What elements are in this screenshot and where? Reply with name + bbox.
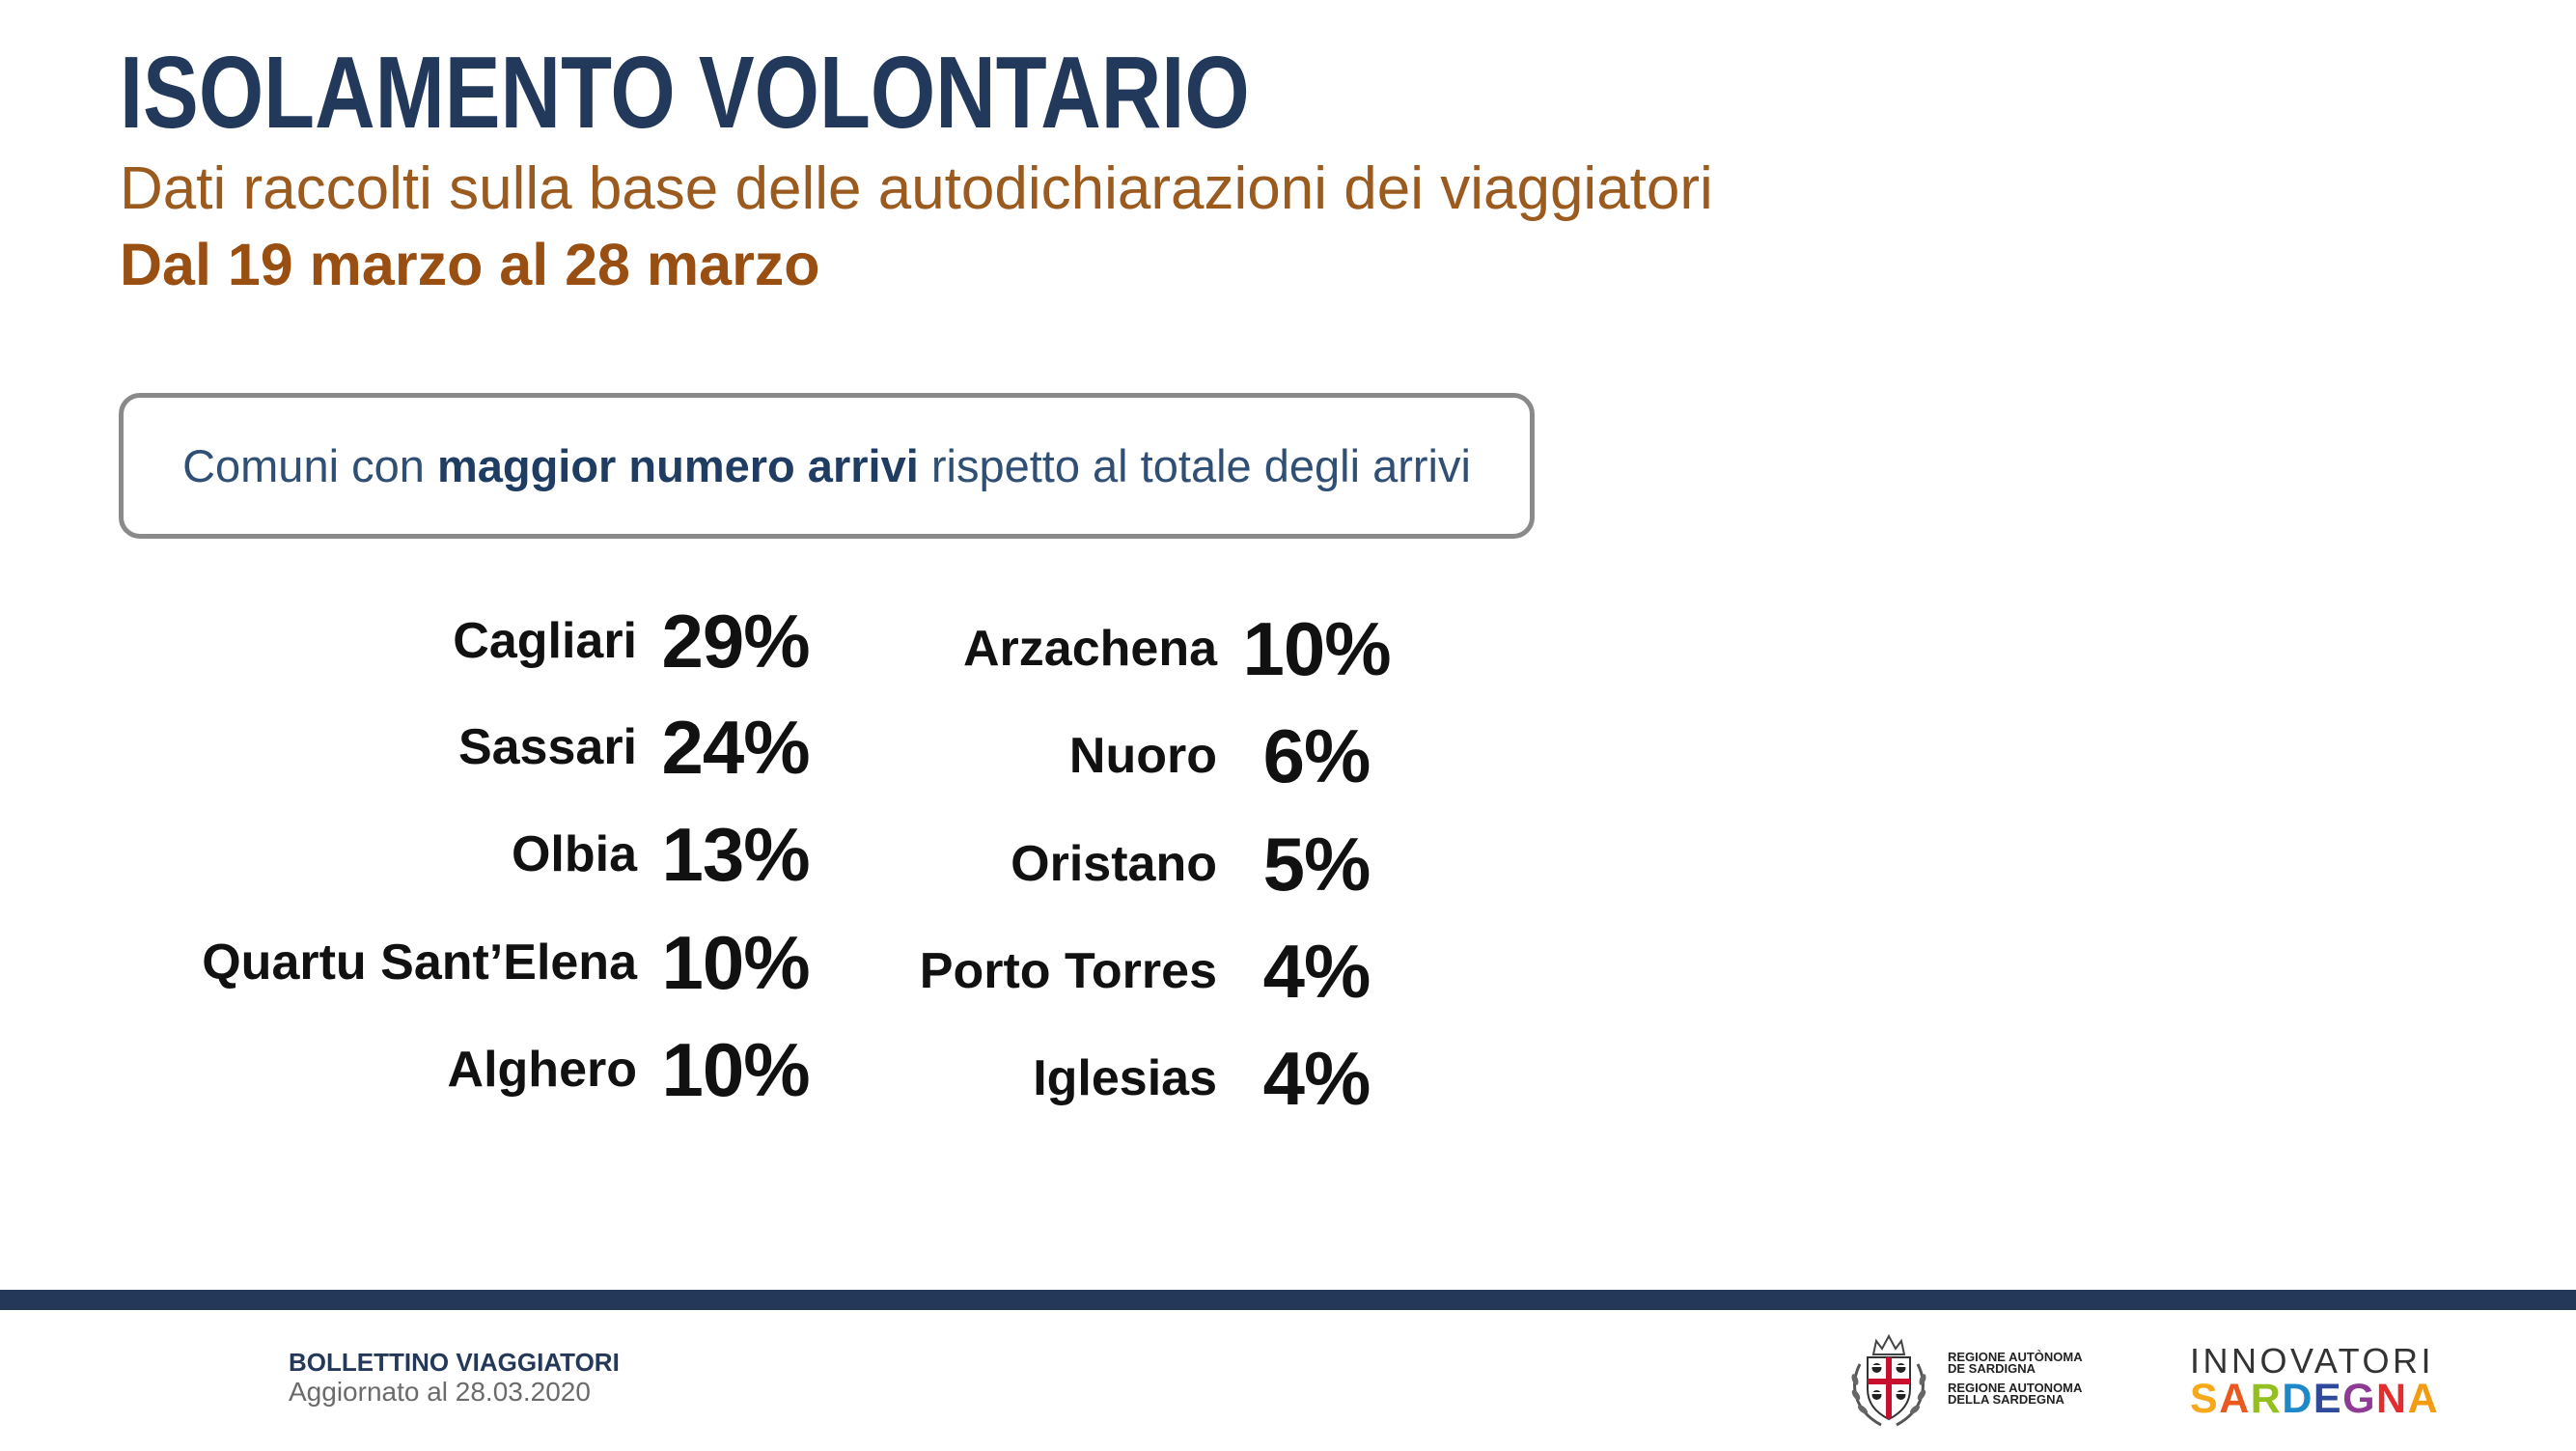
red-cross (1868, 1357, 1910, 1419)
stat-row: Cagliari 29% (97, 593, 815, 689)
region-name-sardinian: REGIONE AUTÒNOMA DE SARDIGNA (1948, 1350, 2083, 1376)
town-name: Oristano (1011, 836, 1217, 892)
stat-row: Alghero 10% (97, 1021, 815, 1118)
town-name: Sassari (457, 719, 637, 775)
callout-box: Comuni con maggior numero arrivi rispett… (119, 393, 1535, 539)
innovatori-logo-text: INNOVATORI (2190, 1341, 2435, 1381)
stat-row: Sassari 24% (97, 699, 815, 795)
stat-row: Nuoro 6% (676, 708, 1396, 804)
footer-divider-bar (0, 1290, 2576, 1310)
logo-letter: N (2376, 1376, 2408, 1422)
stat-row: Iglesias 4% (676, 1030, 1396, 1127)
town-name: Cagliari (453, 613, 637, 669)
town-name: Arzachena (963, 621, 1217, 677)
crown (1871, 1333, 1906, 1355)
town-percentage: 4% (1262, 929, 1371, 1014)
town-percentage: 4% (1262, 1036, 1371, 1121)
stat-row: Arzachena 10% (676, 600, 1396, 697)
logo-letter: G (2342, 1376, 2377, 1422)
town-name: Quartu Sant’Elena (202, 935, 637, 991)
logo-letter: R (2250, 1376, 2283, 1422)
town-name: Nuoro (1068, 728, 1217, 784)
page-title: ISOLAMENTO VOLONTARIO (120, 36, 1250, 150)
town-percentage: 5% (1262, 822, 1371, 907)
stat-row: Olbia 13% (97, 806, 815, 903)
callout-highlight: maggior numero arrivi (436, 440, 919, 491)
stat-row: Quartu Sant’Elena 10% (97, 914, 815, 1011)
town-percentage: 24% (661, 705, 810, 790)
stat-row: Oristano 5% (676, 816, 1396, 912)
town-name: Porto Torres (919, 943, 1217, 999)
callout-prefix: Comuni con (182, 440, 425, 491)
logo-letter: A (2219, 1376, 2251, 1422)
town-percentage: 6% (1262, 713, 1371, 798)
regione-sardegna-emblem-icon (1851, 1333, 1926, 1427)
callout-text: Comuni con maggior numero arrivi rispett… (182, 443, 1471, 488)
town-name: Olbia (511, 826, 637, 882)
town-percentage: 10% (661, 920, 810, 1005)
date-range: Dal 19 marzo al 28 marzo (120, 232, 820, 297)
town-percentage: 10% (661, 1027, 810, 1112)
town-percentage: 10% (1242, 606, 1391, 691)
town-percentage: 29% (661, 599, 810, 684)
wreath (1851, 1363, 1926, 1427)
region-line: REGIONE AUTONOMA (1948, 1381, 2083, 1395)
callout-suffix: rispetto al totale degli arrivi (930, 440, 1471, 491)
moor-heads (1871, 1363, 1906, 1400)
page-subtitle: Dati raccolti sulla base delle autodichi… (120, 155, 1713, 222)
town-name: Alghero (447, 1042, 637, 1098)
logo-letter: S (2190, 1376, 2220, 1422)
town-percentage: 13% (661, 812, 810, 897)
region-line: DELLA SARDEGNA (1948, 1392, 2064, 1407)
stat-row: Porto Torres 4% (676, 923, 1396, 1019)
region-line: REGIONE AUTÒNOMA (1948, 1350, 2083, 1364)
logo-letter: A (2407, 1376, 2440, 1422)
sardegna-logo-text: SARDEGNA (2190, 1379, 2439, 1420)
region-name-italian: REGIONE AUTONOMA DELLA SARDEGNA (1948, 1381, 2083, 1407)
bulletin-title: BOLLETTINO VIAGGIATORI (289, 1348, 620, 1377)
town-name: Iglesias (1033, 1050, 1217, 1106)
region-line: DE SARDIGNA (1948, 1361, 2036, 1376)
updated-date: Aggiornato al 28.03.2020 (289, 1377, 591, 1407)
logo-letter: E (2313, 1376, 2343, 1422)
logo-letter: D (2282, 1376, 2313, 1422)
